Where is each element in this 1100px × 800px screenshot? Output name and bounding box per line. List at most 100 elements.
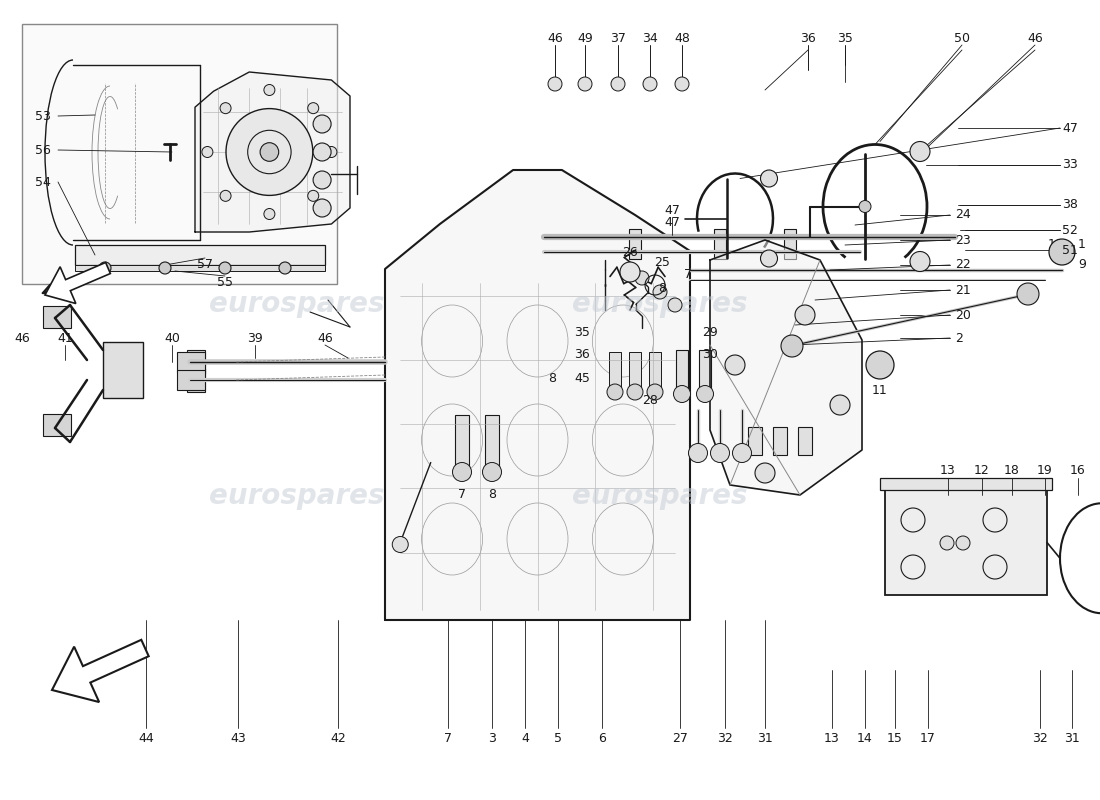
Text: 9: 9 bbox=[1078, 258, 1086, 271]
Circle shape bbox=[219, 262, 231, 274]
Circle shape bbox=[314, 199, 331, 217]
Circle shape bbox=[308, 102, 319, 114]
Circle shape bbox=[635, 271, 649, 285]
Text: 10: 10 bbox=[1048, 238, 1064, 251]
Text: 35: 35 bbox=[837, 31, 852, 45]
Circle shape bbox=[610, 77, 625, 91]
Circle shape bbox=[760, 250, 778, 267]
Text: 46: 46 bbox=[1027, 31, 1043, 45]
Bar bbox=[698, 350, 711, 392]
Text: 51: 51 bbox=[1062, 243, 1078, 257]
Text: 21: 21 bbox=[955, 283, 971, 297]
Circle shape bbox=[673, 386, 691, 402]
Text: 50: 50 bbox=[954, 31, 970, 45]
Bar bbox=[43, 414, 72, 436]
Circle shape bbox=[220, 102, 231, 114]
Text: 36: 36 bbox=[574, 349, 590, 362]
Text: 44: 44 bbox=[139, 731, 154, 745]
Circle shape bbox=[483, 462, 502, 482]
Text: 22: 22 bbox=[955, 258, 971, 271]
Circle shape bbox=[452, 462, 472, 482]
Text: 27: 27 bbox=[672, 731, 688, 745]
Text: 24: 24 bbox=[955, 209, 971, 222]
Circle shape bbox=[308, 190, 319, 202]
Bar bbox=[784, 229, 796, 258]
Circle shape bbox=[910, 251, 930, 271]
Text: 53: 53 bbox=[35, 110, 51, 122]
Text: 33: 33 bbox=[1062, 158, 1078, 171]
Circle shape bbox=[314, 115, 331, 133]
Circle shape bbox=[578, 77, 592, 91]
Circle shape bbox=[668, 298, 682, 312]
Text: 13: 13 bbox=[940, 463, 956, 477]
Bar bbox=[748, 427, 762, 455]
Circle shape bbox=[620, 262, 640, 282]
Text: 28: 28 bbox=[642, 394, 658, 406]
Circle shape bbox=[160, 262, 170, 274]
Text: 8: 8 bbox=[548, 371, 556, 385]
Text: 46: 46 bbox=[317, 331, 333, 345]
Bar bbox=[177, 370, 205, 390]
Circle shape bbox=[1018, 283, 1040, 305]
Text: eurospares: eurospares bbox=[572, 290, 748, 318]
Circle shape bbox=[279, 262, 292, 274]
Text: 26: 26 bbox=[623, 246, 638, 258]
Text: 14: 14 bbox=[857, 731, 873, 745]
Text: 37: 37 bbox=[610, 31, 626, 45]
Text: eurospares: eurospares bbox=[572, 482, 748, 510]
Text: 20: 20 bbox=[955, 309, 971, 322]
Circle shape bbox=[940, 536, 954, 550]
Circle shape bbox=[627, 384, 644, 400]
Text: 46: 46 bbox=[547, 31, 563, 45]
Circle shape bbox=[781, 335, 803, 357]
Text: 16: 16 bbox=[1070, 463, 1086, 477]
Text: 32: 32 bbox=[1032, 731, 1048, 745]
Text: 17: 17 bbox=[920, 731, 936, 745]
Circle shape bbox=[859, 201, 871, 213]
Circle shape bbox=[1049, 239, 1075, 265]
Bar bbox=[629, 352, 641, 390]
Circle shape bbox=[220, 190, 231, 202]
Bar bbox=[629, 229, 641, 258]
Text: 35: 35 bbox=[574, 326, 590, 338]
Circle shape bbox=[326, 146, 337, 158]
Text: 8: 8 bbox=[488, 489, 496, 502]
Text: 7: 7 bbox=[458, 489, 466, 502]
Circle shape bbox=[264, 209, 275, 219]
Bar bbox=[22, 24, 337, 284]
Text: 8: 8 bbox=[658, 282, 666, 294]
Polygon shape bbox=[385, 170, 690, 620]
Text: 38: 38 bbox=[1062, 198, 1078, 211]
Circle shape bbox=[260, 142, 278, 162]
Circle shape bbox=[956, 536, 970, 550]
Text: 34: 34 bbox=[642, 31, 658, 45]
Text: 15: 15 bbox=[887, 731, 903, 745]
Text: 39: 39 bbox=[248, 331, 263, 345]
Text: eurospares: eurospares bbox=[209, 290, 385, 318]
Bar bbox=[187, 350, 205, 374]
Bar bbox=[103, 342, 143, 398]
Text: 5: 5 bbox=[554, 731, 562, 745]
Polygon shape bbox=[52, 640, 148, 702]
Text: 31: 31 bbox=[757, 731, 773, 745]
Circle shape bbox=[226, 109, 312, 195]
Circle shape bbox=[696, 386, 714, 402]
Circle shape bbox=[548, 77, 562, 91]
Text: 31: 31 bbox=[1064, 731, 1080, 745]
Text: 41: 41 bbox=[57, 331, 73, 345]
Text: 6: 6 bbox=[598, 731, 606, 745]
Circle shape bbox=[733, 443, 751, 462]
Text: 42: 42 bbox=[330, 731, 345, 745]
Text: 47: 47 bbox=[1062, 122, 1078, 134]
Circle shape bbox=[314, 143, 331, 161]
Text: 30: 30 bbox=[702, 349, 718, 362]
Bar bbox=[75, 245, 324, 265]
Bar bbox=[187, 368, 205, 392]
Text: 32: 32 bbox=[717, 731, 733, 745]
Text: 56: 56 bbox=[35, 143, 51, 157]
Bar bbox=[676, 350, 688, 392]
Text: 29: 29 bbox=[702, 326, 718, 338]
Circle shape bbox=[264, 85, 275, 95]
Circle shape bbox=[675, 77, 689, 91]
Text: 7: 7 bbox=[444, 731, 452, 745]
